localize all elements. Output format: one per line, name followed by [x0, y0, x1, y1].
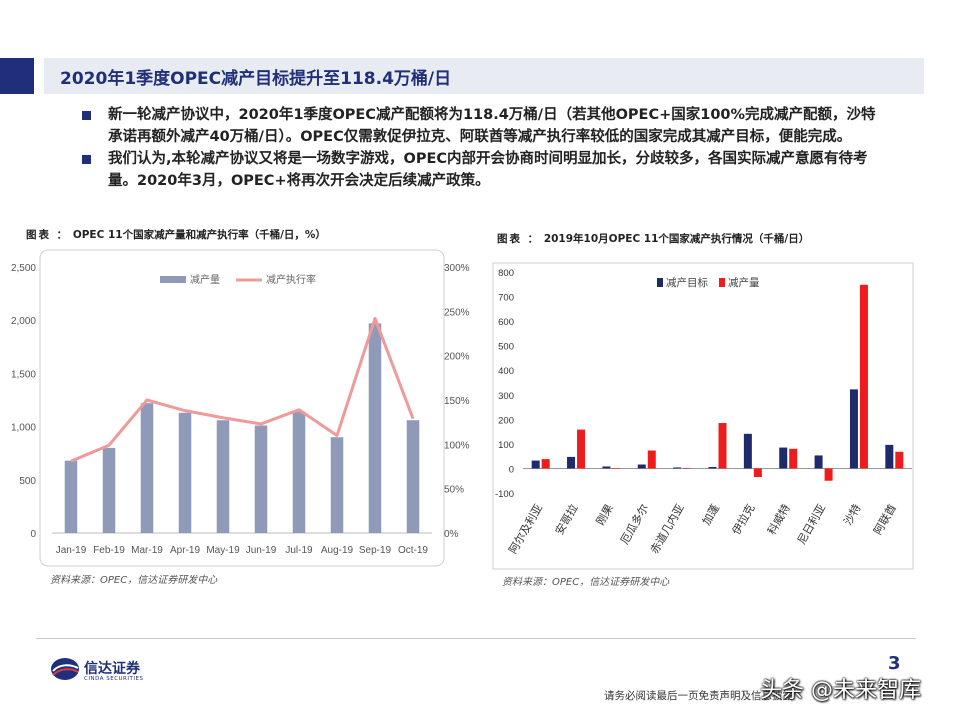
page-number: 3 [888, 653, 901, 674]
chart1-caption: 图表 ： OPEC 11个国家减产量和减产执行率（千桶/日，%） [26, 227, 326, 242]
chart1-yleft-tick: 0 [30, 529, 36, 540]
chart1-x-tick: Jan-19 [56, 545, 87, 556]
chart1-bar [292, 411, 306, 533]
title-accent-square [0, 58, 34, 94]
chart2-bar-target [779, 447, 788, 469]
chart1-yleft-tick: 500 [19, 476, 36, 487]
bullet-item: 新一轮减产协议中，2020年1季度OPEC减产配额将为118.4万桶/日（若其他… [82, 104, 882, 148]
chart1-yright-tick: 250% [444, 307, 470, 318]
chart2-bar-actual [541, 459, 550, 469]
chart2-bar-target [567, 456, 576, 469]
chart1-rate-line [70, 316, 415, 463]
chart2-y-tick: 600 [498, 317, 514, 328]
chart2-bar-actual [859, 284, 868, 469]
chart2-bar-actual [753, 468, 762, 478]
chart1-legend-label-line: 减产执行率 [266, 273, 316, 286]
chart1-caption-prefix: 图表 ： [26, 229, 70, 241]
chart1-yright-tick: 300% [444, 263, 470, 274]
bullet-item: 我们认为,本轮减产协议又将是一场数字游戏，OPEC内部开会协商时间明显加长，分歧… [82, 148, 882, 192]
chart1-x-tick: Sep-19 [359, 545, 392, 556]
chart2-bar-target [602, 466, 611, 469]
chart2-y-tick: -100 [495, 489, 514, 500]
title-bar [44, 58, 924, 94]
logo-mark-icon [51, 658, 79, 680]
chart2-y-tick: 700 [498, 293, 514, 304]
chart1-bar [140, 403, 154, 533]
chart2-y-tick: 800 [498, 268, 514, 279]
chart1-bar [216, 420, 230, 533]
chart1-bar [102, 447, 116, 533]
chart2-bar-target [849, 389, 858, 469]
chart1-x-tick: Aug-19 [321, 545, 354, 556]
chart2-y-tick: 0 [509, 464, 514, 475]
chart2-bar-target [708, 466, 717, 469]
chart2-legend-swatch-actual [719, 278, 725, 287]
chart2-frame [492, 262, 914, 570]
chart2-bar-target [531, 460, 540, 469]
chart1-bar [406, 420, 420, 533]
chart1-x-tick: Mar-19 [131, 545, 163, 556]
chart1-x-tick: Jul-19 [285, 545, 313, 556]
chart2-caption: 图表 ： 2019年10月OPEC 11个国家减产执行情况（千桶/日） [497, 231, 809, 246]
chart2-bar-actual [789, 448, 798, 469]
chart1-bar [368, 323, 382, 533]
chart2-y-tick: 500 [498, 342, 514, 353]
chart2-y-tick: 200 [498, 415, 514, 426]
disclaimer-text: 请务必阅读最后一页免责声明及信息披露 [604, 690, 793, 702]
bullet-square-icon [82, 111, 91, 120]
chart1-frame [39, 249, 445, 567]
chart1-yright-tick: 0% [444, 529, 459, 540]
chart1-bar [254, 425, 268, 533]
chart1-x-tick: Feb-19 [93, 545, 125, 556]
chart1-yright-tick: 200% [444, 352, 470, 363]
chart2-y-tick: 100 [498, 440, 514, 451]
chart1-x-tick: Apr-19 [170, 545, 200, 556]
chart1-yright-tick: 100% [444, 440, 470, 451]
chart2-bar-actual [718, 423, 727, 469]
footer-divider [36, 638, 916, 639]
chart1-bar [64, 460, 78, 533]
chart1-yleft-tick: 1,000 [11, 423, 36, 434]
chart1-title: OPEC 11个国家减产量和减产执行率（千桶/日，%） [72, 229, 326, 241]
chart1-yleft-tick: 2,500 [11, 263, 36, 274]
logo-en-text: CINDA SECURITIES [84, 676, 144, 682]
bullet-square-icon [82, 155, 91, 164]
bullet-text: 我们认为,本轮减产协议又将是一场数字游戏，OPEC内部开会协商时间明显加长，分歧… [108, 151, 868, 189]
chart1-source: 资料来源：OPEC，信达证券研发中心 [50, 575, 218, 586]
chart2-bar-target [637, 464, 646, 469]
chart2-legend-swatch-target [657, 278, 663, 287]
page-title: 2020年1季度OPEC减产目标提升至118.4万桶/日 [60, 69, 452, 89]
logo-cn-text: 信达证券 [84, 661, 140, 677]
chart1-bar [330, 437, 344, 533]
chart1-legend-swatch-bars [160, 276, 186, 283]
chart2-caption-prefix: 图表 ： [497, 233, 541, 245]
watermark-text: 头条 @未来智库 [760, 678, 921, 703]
chart2-legend-label-target: 减产目标 [666, 276, 708, 289]
chart1-x-tick: Jun-19 [246, 545, 277, 556]
chart2-bar-actual [895, 451, 904, 469]
chart2-source: 资料来源：OPEC，信达证券研发中心 [502, 577, 670, 588]
bullet-list: 新一轮减产协议中，2020年1季度OPEC减产配额将为118.4万桶/日（若其他… [82, 104, 882, 192]
chart2-title: 2019年10月OPEC 11个国家减产执行情况（千桶/日） [543, 233, 810, 245]
chart2-y-tick: 400 [498, 366, 514, 377]
chart2-legend-label-actual: 减产量 [728, 276, 760, 289]
chart2-bar-actual [647, 450, 656, 469]
chart2-bar-target [673, 467, 682, 469]
chart1-bar [178, 412, 192, 533]
chart1-yright-tick: 50% [444, 485, 464, 496]
bullet-text: 新一轮减产协议中，2020年1季度OPEC减产配额将为118.4万桶/日（若其他… [108, 107, 876, 145]
chart2-bar-target [814, 455, 823, 469]
chart1-yright-tick: 150% [444, 396, 470, 407]
chart2-y-tick: 300 [498, 391, 514, 402]
chart1-x-tick: May-19 [206, 545, 240, 556]
chart2-bar-actual [824, 468, 833, 481]
chart2-bar-target [743, 433, 752, 469]
chart1-legend-label-bars: 减产量 [190, 273, 220, 286]
chart2-bar-target [885, 444, 894, 469]
chart1-x-tick: Oct-19 [398, 545, 428, 556]
chart1-yleft-tick: 1,500 [11, 369, 36, 380]
chart2-bar-actual [577, 429, 586, 469]
chart1-yleft-tick: 2,000 [11, 316, 36, 327]
